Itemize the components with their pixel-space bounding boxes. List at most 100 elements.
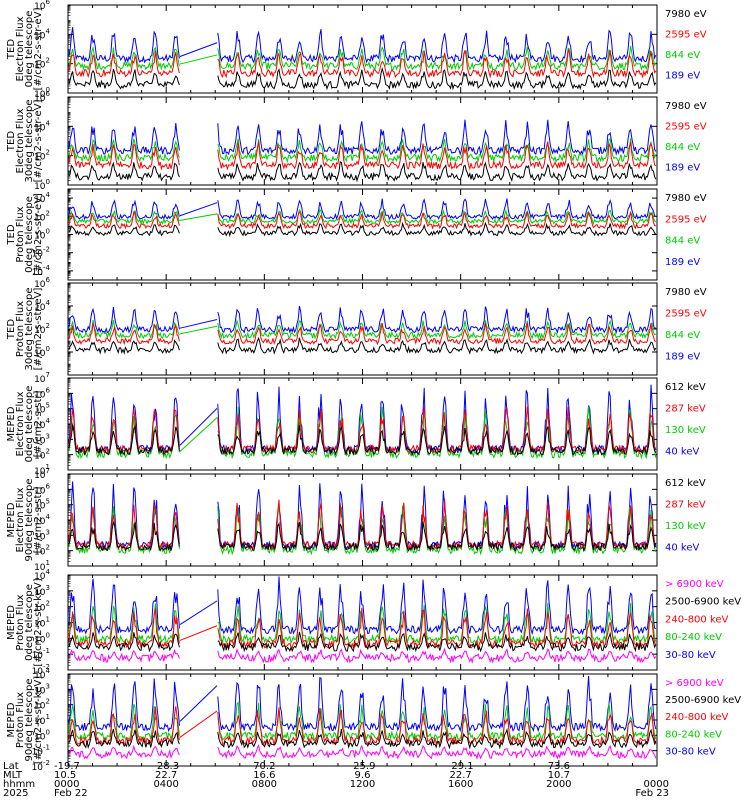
y-axis-label: TEDElectron Flux0deg telescope[#/cm2-s-s… [6,8,44,91]
x-row-label: 2025 [3,788,28,799]
y-tick-label: 106 [34,0,50,12]
legend-entry: 2500-6900 keV [665,695,741,706]
gap-interp-line [179,417,218,452]
legend-entry: 2500-6900 keV [665,597,741,608]
y-tick-label: 106 [34,386,50,400]
series-line [68,336,657,355]
x-column-label: 22.7 [450,770,472,781]
y-tick-label: 100 [34,178,50,192]
legend-entry: 2595 eV [665,214,707,225]
y-tick-label: 10-1 [32,744,50,758]
gap-interp-line [179,54,218,65]
x-column-label: 10.5 [54,770,76,781]
legend-entry: 189 eV [665,257,700,268]
y-tick-label: 101 [34,559,50,573]
legend-entry: 2595 eV [665,30,707,41]
legend-entry: 189 eV [665,352,700,363]
y-tick-label: 104 [34,568,50,582]
gap-interp-line [179,318,218,329]
x-column-label: 9.6 [355,770,371,781]
legend-entry: 7980 eV [665,287,707,298]
series-line [68,424,657,457]
y-tick-label: 101 [34,713,50,727]
y-tick-label: 107 [34,467,50,481]
legend-entry: 2595 eV [665,309,707,320]
x-column-label: 0000 [54,779,79,790]
gap-interp-line [179,600,218,625]
series-line [68,647,657,664]
gap-interp-line [179,202,218,217]
y-tick-label: 100 [34,86,50,100]
series-line [68,67,657,91]
legend-entry: 612 keV [665,382,706,393]
y-tick-label: 100 [34,631,50,645]
y-tick-label: 106 [34,90,50,104]
legend-entry: 844 eV [665,330,700,341]
y-tick-label: 103 [34,682,50,696]
y-axis-label: MEPEDElectron Flux90deg telescope[#/cm2-… [6,478,44,561]
series-line [68,727,657,750]
series-line [68,322,657,346]
series-line [68,318,657,340]
x-column-label: -29.1 [448,761,474,772]
x-row-label: hhmm [3,779,35,790]
y-tick-label: 101 [34,616,50,630]
legend-entry: 189 eV [665,163,700,174]
series-line [68,27,657,64]
series-line [68,210,656,230]
y-tick-label: 102 [34,149,50,163]
legend-entry: 7980 eV [665,9,707,20]
series-line [68,138,657,164]
y-tick-label: 100 [34,228,50,242]
y-tick-label: 10-2 [32,759,50,773]
legend-entry: 130 keV [665,521,706,532]
x-column-label: -28.3 [153,761,179,772]
legend-entry: 844 eV [665,50,700,61]
x-row-label: Lat [3,761,19,772]
gap-interp-line [179,407,218,446]
legend-entry: 30-80 keV [665,650,716,661]
x-column-label: 70.2 [253,761,275,772]
x-column-label: 10.7 [548,770,570,781]
series-line [68,576,657,636]
legend-entry: > 6900 keV [665,579,724,590]
series-line [68,305,657,335]
y-axis-label: MEPEDProton Flux0deg telescope[#/cm2-s-s… [6,578,44,666]
y-tick-label: 10-4 [32,264,51,278]
legend-entry: 130 keV [665,425,706,436]
series-line [68,631,657,653]
y-tick-label: 102 [34,698,50,712]
series-line [68,198,656,221]
legend-entry: 30-80 keV [665,746,716,757]
y-tick-label: 105 [34,402,50,416]
x-column-label: 1600 [448,779,473,790]
y-tick-label: 104 [34,119,50,133]
legend-entry: 189 eV [665,71,700,82]
gap-interp-line [179,685,218,722]
legend-entry: 287 keV [665,404,706,415]
legend-entry: 40 keV [665,543,699,554]
x-column-label: 0000 [644,779,669,790]
y-tick-label: 105 [34,498,50,512]
x-column-label: 2000 [546,779,571,790]
y-tick-label: 106 [34,482,50,496]
x-column-label: 22.7 [155,770,177,781]
y-tick-label: 104 [34,417,50,431]
y-axis-label: TEDElectron Flux30deg telescope[#/cm2-s-… [6,99,44,182]
series-line [68,45,657,72]
x-column-label: 73.6 [548,761,570,772]
y-tick-label: 107 [34,371,50,385]
series-line [68,221,656,238]
y-tick-label: 103 [34,584,50,598]
gap-interp-line [179,213,218,221]
y-tick-label: 100 [34,345,50,359]
y-tick-label: 103 [34,528,50,542]
legend-entry: 40 keV [665,447,699,458]
gap-interp-line [179,625,218,641]
